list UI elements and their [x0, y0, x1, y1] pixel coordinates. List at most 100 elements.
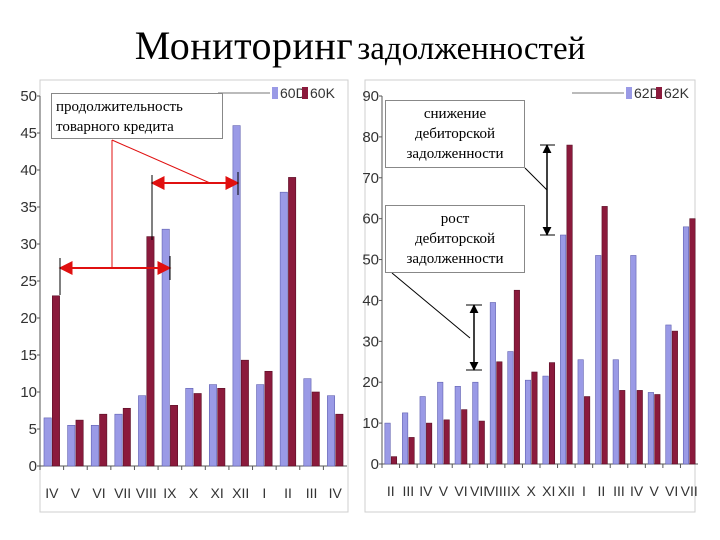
y-tick-label: 0 — [371, 456, 379, 473]
bar-62D — [472, 381, 479, 465]
x-tick-label: II — [284, 485, 292, 501]
x-tick-label: IV — [329, 485, 343, 501]
x-tick-label: IV — [419, 483, 433, 499]
page-title: Мониторинг задолженностей — [0, 22, 720, 69]
bar-62D — [612, 359, 619, 465]
note-line: дебиторской — [414, 231, 496, 247]
x-tick-label: IX — [163, 485, 177, 501]
legend-swatch — [302, 87, 308, 99]
bar-62D — [454, 386, 461, 465]
x-tick-label: I — [262, 485, 266, 501]
y-tick-label: 30 — [20, 236, 37, 253]
bar-60K — [264, 370, 273, 467]
note-receivables-increase: рост дебиторской задолженности — [385, 205, 525, 273]
y-tick-label: 0 — [29, 458, 37, 475]
bar-62K — [671, 330, 678, 465]
x-tick-label: XII — [232, 485, 249, 501]
chart-left: 0 5 10 15 20 25 30 35 40 45 50 IV V VI VII VIII IX X XI XII… — [20, 79, 349, 513]
x-tick-label: V — [439, 483, 449, 499]
note-line: снижение — [423, 106, 487, 122]
callout-line — [111, 139, 211, 184]
bar-62K — [654, 394, 661, 465]
y-tick-label: 10 — [20, 384, 37, 401]
y-tick-label: 60 — [362, 211, 379, 228]
bar-60K — [240, 359, 249, 467]
x-tick-label: VII — [681, 483, 698, 499]
bar-62D — [595, 255, 602, 465]
bar-62K — [461, 409, 468, 465]
x-tick-label: X — [527, 483, 537, 499]
y-tick-label: 20 — [20, 310, 37, 327]
y-tick-label: 90 — [362, 88, 379, 105]
y-tick-label: 10 — [362, 415, 379, 432]
legend-label: 60D — [280, 85, 306, 101]
bar-62K — [390, 456, 398, 465]
bar-62K — [566, 144, 573, 465]
note-credit-duration: продолжительность товарного кредита — [51, 93, 223, 139]
bar-62K — [548, 362, 556, 465]
bar-62K — [443, 419, 450, 465]
x-tick-label: VI — [665, 483, 678, 499]
y-tick-label: 45 — [20, 125, 37, 142]
bar-60K — [335, 413, 344, 467]
bar-62K — [478, 420, 485, 465]
legend-label: 62K — [664, 85, 690, 101]
y-tick-label: 15 — [20, 347, 37, 364]
title-main: Мониторинг — [134, 23, 354, 68]
bar-62D — [402, 412, 409, 465]
bar-60D — [114, 413, 123, 467]
legend-label: 60K — [310, 85, 336, 101]
bar-62D — [384, 422, 391, 465]
bar-60D — [138, 395, 147, 467]
bar-62D — [489, 302, 496, 465]
bar-60K — [311, 391, 320, 467]
bar-60D — [256, 384, 265, 467]
y-tick-label: 25 — [20, 273, 37, 290]
bar-62D — [577, 359, 584, 465]
note-line: продолжительность — [56, 99, 183, 115]
legend-swatch — [272, 87, 278, 99]
legend-label: 62D — [634, 85, 660, 101]
bar-60D — [185, 387, 194, 467]
bar-62D — [524, 379, 532, 465]
bar-60D — [232, 125, 241, 467]
bar-62D — [560, 234, 567, 465]
x-tick-label: II — [387, 483, 395, 499]
x-tick-label: V — [649, 483, 659, 499]
callout-line — [524, 167, 548, 191]
bar-60D — [303, 378, 312, 467]
bar-60D — [208, 384, 217, 467]
x-tick-label: IX — [507, 483, 521, 499]
bar-60D — [327, 395, 335, 467]
x-tick-label: X — [189, 485, 199, 501]
x-tick-label: VII — [114, 485, 131, 501]
bar-60K — [146, 236, 155, 467]
bar-62D — [507, 351, 514, 465]
y-tick-label: 30 — [362, 333, 379, 350]
bar-62K — [636, 390, 643, 465]
bar-60D — [161, 228, 170, 467]
bar-62K — [426, 422, 433, 465]
bar-62D — [419, 396, 426, 465]
note-line: задолженности — [406, 251, 504, 267]
x-tick-label: XI — [210, 485, 223, 501]
bar-62D — [665, 324, 672, 465]
x-tick-label: IV — [45, 485, 59, 501]
y-tick-label: 20 — [362, 374, 379, 391]
x-tick-label: VI — [454, 483, 467, 499]
legend-swatch — [656, 87, 662, 99]
bar-60D — [90, 424, 99, 467]
x-tick-label: VI — [92, 485, 105, 501]
x-tick-label: XII — [558, 483, 575, 499]
y-tick-label: 80 — [362, 129, 379, 146]
title-sub: задолженностей — [357, 31, 586, 67]
note-line: товарного кредита — [56, 119, 174, 135]
bar-60K — [193, 393, 202, 467]
x-tick-label: III — [306, 485, 318, 501]
annotation-lines — [58, 139, 555, 371]
note-receivables-decrease: снижение дебиторской задолженности — [385, 100, 525, 168]
x-tick-label: IV — [630, 483, 644, 499]
bar-62K — [531, 371, 538, 465]
bar-60D — [43, 417, 52, 467]
